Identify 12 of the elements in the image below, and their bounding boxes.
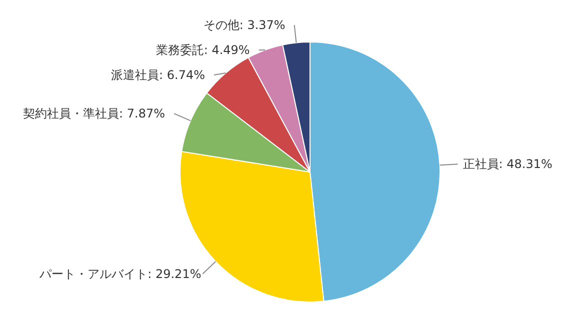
data-label: : 7.87% [119, 106, 166, 121]
slice-label: その他 [203, 18, 240, 32]
data-label: : 6.74% [159, 68, 205, 82]
data-label: : 48.31% [498, 157, 552, 172]
data-label: : 3.37% [239, 18, 286, 32]
slice-label: 契約社員・準社員 [23, 106, 120, 121]
slice-label: 正社員 [462, 157, 499, 172]
slice-label: 派遣社員 [111, 68, 160, 82]
slice-label: 業務委託 [156, 43, 204, 57]
data-label: : 29.21% [148, 266, 202, 281]
slice-label: パート・アルバイト [38, 266, 148, 281]
data-label: : 4.49% [204, 43, 250, 57]
